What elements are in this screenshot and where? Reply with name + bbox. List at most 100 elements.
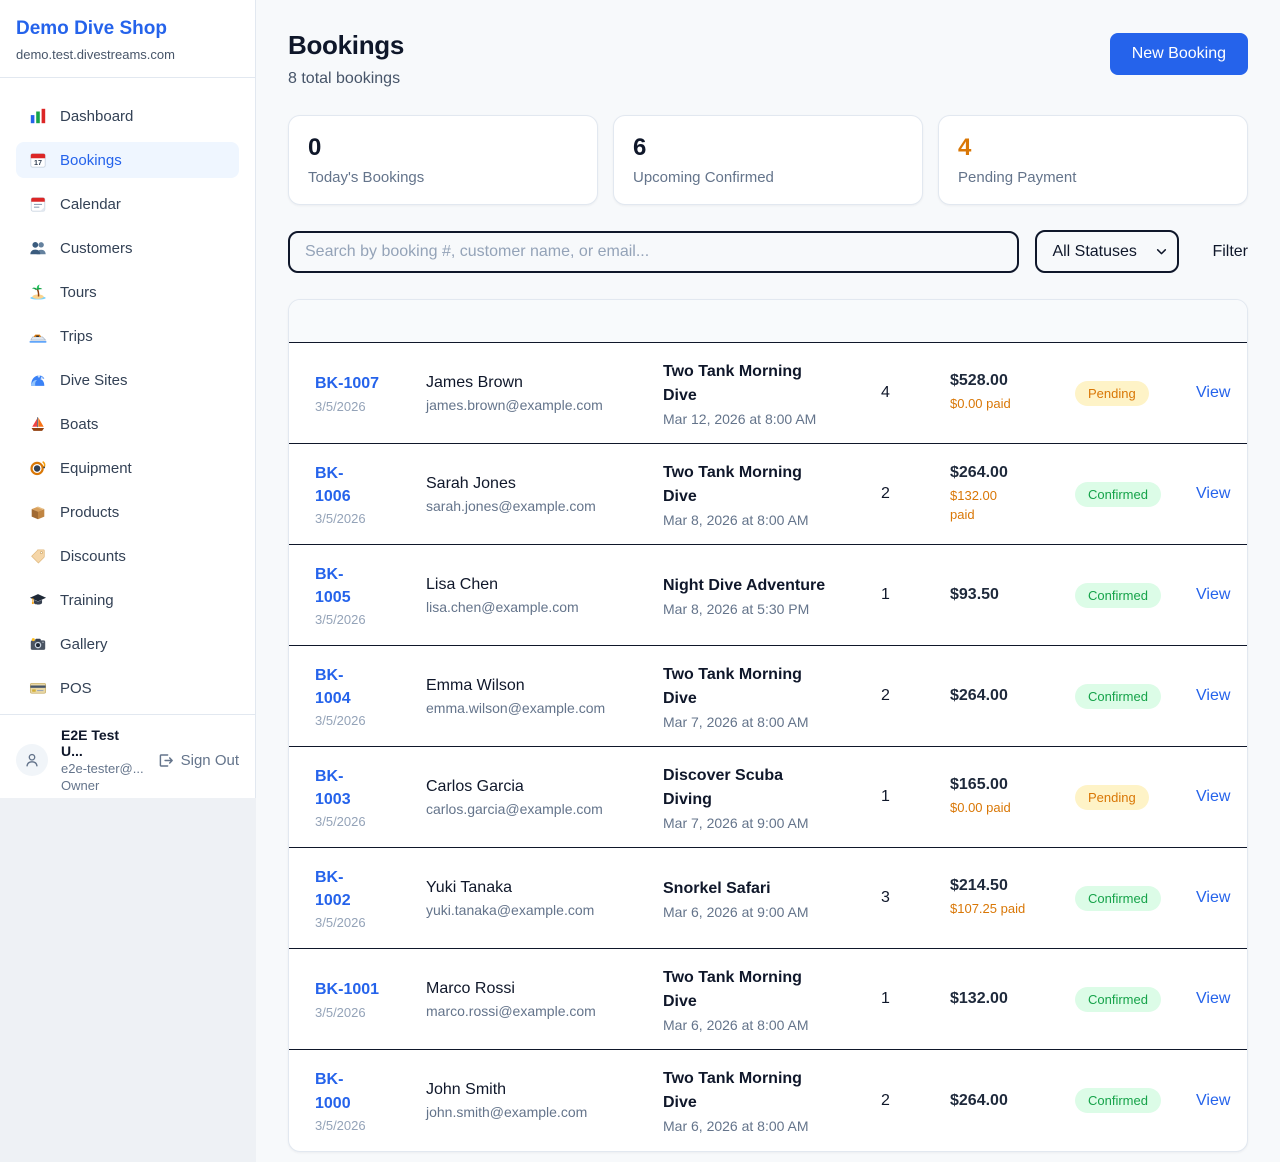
sidebar-item[interactable]: Trips bbox=[16, 318, 239, 354]
stat-card: 4 Pending Payment bbox=[938, 115, 1248, 205]
bookings-table: BK-1007 3/5/2026 James Brown james.brown… bbox=[288, 299, 1248, 1152]
status-badge: Confirmed bbox=[1075, 885, 1161, 911]
booking-created-date: 3/5/2026 bbox=[315, 1117, 366, 1133]
sidebar-item[interactable]: Training bbox=[16, 582, 239, 618]
status-badge: Pending bbox=[1075, 784, 1149, 810]
view-link[interactable]: View bbox=[1196, 990, 1231, 1007]
booking-id-link[interactable]: BK- 1004 bbox=[315, 666, 351, 707]
trip-cell: Discover Scuba Diving Mar 7, 2026 at 9:0… bbox=[663, 764, 881, 831]
table-row: BK- 1003 3/5/2026 Carlos Garcia carlos.g… bbox=[289, 747, 1247, 848]
action-cell: View bbox=[1196, 1092, 1247, 1110]
sidebar-item[interactable]: Dashboard bbox=[16, 98, 239, 134]
booking-id-link[interactable]: BK-1001 bbox=[315, 981, 380, 999]
booking-id-link[interactable]: BK- 1000 bbox=[315, 1071, 351, 1112]
booking-id-link[interactable]: BK- 1003 bbox=[315, 767, 351, 808]
view-link[interactable]: View bbox=[1196, 687, 1231, 704]
stat-card: 6 Upcoming Confirmed bbox=[613, 115, 923, 205]
sidebar-item[interactable]: Tours bbox=[16, 274, 239, 310]
avatar bbox=[16, 744, 48, 776]
paid-amount: $0.00 paid bbox=[950, 396, 1011, 412]
status-cell: Pending bbox=[1075, 784, 1196, 810]
booking-id-link[interactable]: BK- 1005 bbox=[315, 565, 351, 606]
sidebar-item-label: Calendar bbox=[60, 195, 121, 213]
sidebar-item-label: Boats bbox=[60, 415, 99, 433]
trip-cell: Two Tank Morning Dive Mar 7, 2026 at 8:0… bbox=[663, 663, 881, 730]
page-subtitle: 8 total bookings bbox=[288, 70, 401, 87]
user-name: E2E Test U... bbox=[61, 727, 120, 759]
sidebar-item[interactable]: Bookings bbox=[16, 142, 239, 178]
customer-email: lisa.chen@example.com bbox=[426, 598, 579, 615]
sidebar-item[interactable]: Gallery bbox=[16, 626, 239, 662]
sidebar-item[interactable]: Customers bbox=[16, 230, 239, 266]
booking-cell: BK- 1002 3/5/2026 bbox=[315, 866, 426, 930]
sidebar-item[interactable]: Products bbox=[16, 494, 239, 530]
status-cell: Confirmed bbox=[1075, 986, 1196, 1012]
sidebar-item[interactable]: Discounts bbox=[16, 538, 239, 574]
action-cell: View bbox=[1196, 788, 1247, 806]
paid-amount: $0.00 paid bbox=[950, 800, 1011, 816]
customer-name: Yuki Tanaka bbox=[426, 878, 512, 896]
total-cell: $214.50 $107.25 paid bbox=[950, 877, 1075, 919]
customer-cell: Marco Rossi marco.rossi@example.com bbox=[426, 980, 663, 1019]
pax-count: 3 bbox=[881, 889, 890, 906]
status-badge: Confirmed bbox=[1075, 683, 1161, 709]
status-filter-select[interactable]: All Statuses bbox=[1035, 230, 1180, 273]
view-link[interactable]: View bbox=[1196, 586, 1231, 603]
view-link[interactable]: View bbox=[1196, 1091, 1231, 1109]
total-cell: $165.00 $0.00 paid bbox=[950, 776, 1075, 818]
sidebar-item[interactable]: Equipment bbox=[16, 450, 239, 486]
page-title: Bookings bbox=[288, 30, 405, 60]
booking-created-date: 3/5/2026 bbox=[315, 1004, 366, 1020]
search-input[interactable] bbox=[288, 230, 1020, 273]
user-role: Owner bbox=[61, 778, 100, 793]
sign-out-icon bbox=[157, 752, 174, 769]
customer-cell: Emma Wilson emma.wilson@example.com bbox=[426, 677, 663, 716]
status-badge: Confirmed bbox=[1075, 582, 1161, 608]
status-cell: Pending bbox=[1075, 380, 1196, 406]
sign-out-button[interactable]: Sign Out bbox=[157, 752, 239, 769]
trip-cell: Two Tank Morning Dive Mar 8, 2026 at 8:0… bbox=[663, 461, 881, 528]
stat-card: 0 Today's Bookings bbox=[288, 115, 598, 205]
booking-id-link[interactable]: BK- 1002 bbox=[315, 868, 351, 909]
customer-name: John Smith bbox=[426, 1081, 507, 1098]
booking-id-link[interactable]: BK- 1006 bbox=[315, 464, 351, 505]
trip-datetime: Mar 12, 2026 at 8:00 AM bbox=[663, 410, 817, 427]
booking-created-date: 3/5/2026 bbox=[315, 511, 366, 527]
trip-datetime: Mar 6, 2026 at 9:00 AM bbox=[663, 903, 809, 920]
brand-block: Demo Dive Shop demo.test.divestreams.com bbox=[0, 0, 255, 78]
action-cell: View bbox=[1196, 485, 1247, 503]
sidebar-item[interactable]: Calendar bbox=[16, 186, 239, 222]
customer-cell: James Brown james.brown@example.com bbox=[426, 374, 663, 413]
sidebar-item-label: Discounts bbox=[60, 547, 126, 565]
view-link[interactable]: View bbox=[1196, 788, 1231, 805]
total-amount: $264.00 bbox=[950, 463, 1008, 481]
booking-id-link[interactable]: BK-1007 bbox=[315, 375, 380, 393]
user-email: e2e-tester@... bbox=[61, 761, 144, 776]
paid-amount: $132.00 paid bbox=[950, 487, 997, 523]
grad-cap-icon bbox=[29, 591, 47, 609]
new-booking-button[interactable]: New Booking bbox=[1109, 33, 1248, 75]
booking-cell: BK- 1004 3/5/2026 bbox=[315, 664, 426, 728]
customer-name: Carlos Garcia bbox=[426, 777, 524, 795]
customer-email: marco.rossi@example.com bbox=[426, 1002, 596, 1019]
view-link[interactable]: View bbox=[1196, 384, 1231, 401]
view-link[interactable]: View bbox=[1196, 485, 1231, 502]
total-cell: $264.00 bbox=[950, 687, 1075, 705]
status-cell: Confirmed bbox=[1075, 1088, 1196, 1113]
pax-count: 1 bbox=[881, 586, 890, 603]
dive-mask-icon bbox=[29, 459, 47, 477]
stat-value: 0 bbox=[308, 134, 322, 161]
stats-row: 0 Today's Bookings 6 Upcoming Confirmed … bbox=[288, 115, 1248, 205]
sidebar-item[interactable]: POS bbox=[16, 670, 239, 706]
trip-cell: Night Dive Adventure Mar 8, 2026 at 5:30… bbox=[663, 574, 881, 617]
customer-name: Marco Rossi bbox=[426, 979, 515, 997]
sidebar-item[interactable]: Boats bbox=[16, 406, 239, 442]
status-cell: Confirmed bbox=[1075, 885, 1196, 911]
customer-cell: Sarah Jones sarah.jones@example.com bbox=[426, 475, 663, 514]
sidebar-item[interactable]: Dive Sites bbox=[16, 362, 239, 398]
view-link[interactable]: View bbox=[1196, 889, 1231, 906]
booking-cell: BK- 1005 3/5/2026 bbox=[315, 563, 426, 627]
stat-label: Today's Bookings bbox=[308, 169, 425, 186]
bar-chart-icon bbox=[29, 107, 47, 125]
filter-button[interactable]: Filter bbox=[1212, 242, 1248, 260]
